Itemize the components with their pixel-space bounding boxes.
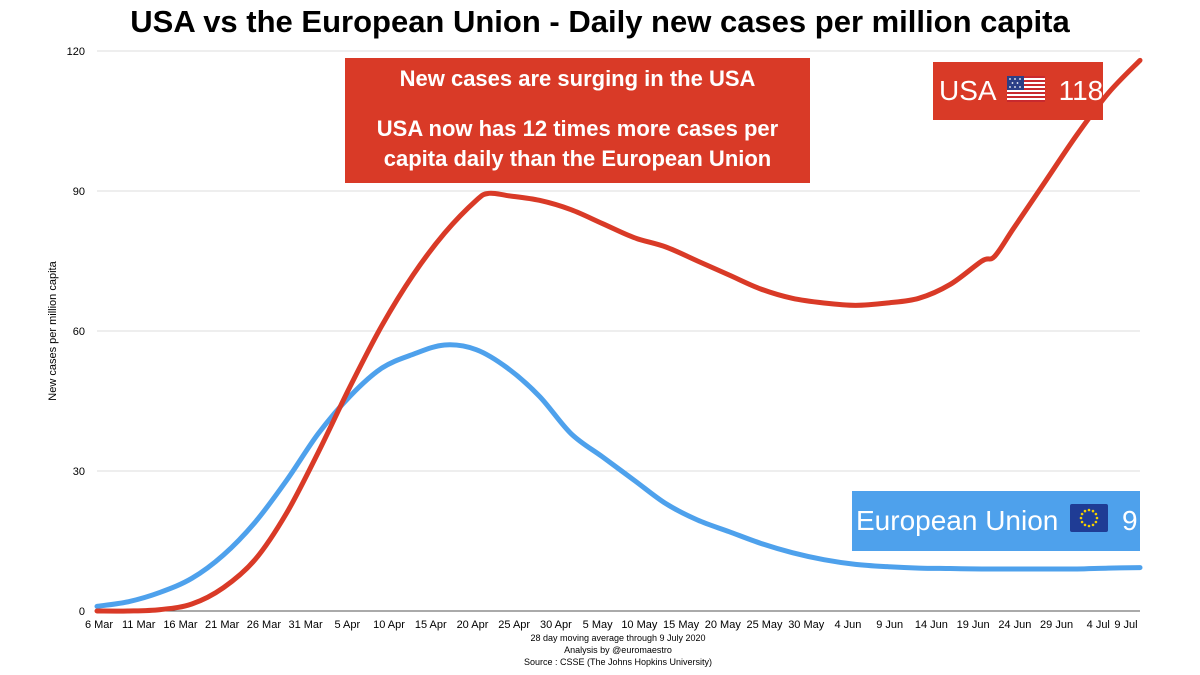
x-tick-label: 30 Apr <box>540 619 572 631</box>
x-tick-label: 4 Jun <box>834 619 861 631</box>
x-tick-labels: 6 Mar 11 Mar 16 Mar 21 Mar 26 Mar 31 Mar 5 Apr… <box>85 619 1138 631</box>
y-axis-label: New cases per million capita <box>47 260 59 400</box>
y-tick-30: 30 <box>73 466 85 478</box>
eu-flag-icon <box>1070 493 1109 553</box>
x-tick-label: 6 Mar <box>85 619 113 631</box>
eu-label-value: 9 <box>1121 505 1138 536</box>
y-tick-90: 90 <box>73 186 85 198</box>
callout-line-1: New cases are surging in the USA <box>399 66 756 91</box>
usa-label-box: USA 118 <box>933 62 1103 120</box>
us-flag-icon <box>1006 64 1045 122</box>
usa-label-name: USA <box>939 75 996 106</box>
x-tick-label: 31 Mar <box>288 619 323 631</box>
y-tick-labels: 0 30 60 90 120 <box>67 46 85 618</box>
series-line-european-union <box>94 342 1143 609</box>
callout-line-2: USA now has 12 times more cases per <box>376 116 779 141</box>
series-line-usa <box>94 57 1143 614</box>
callout-line-3: capita daily than the European Union <box>383 146 772 171</box>
x-tick-label: 9 Jul <box>1114 619 1137 631</box>
callout-box: New cases are surging in the USA USA now… <box>345 58 810 183</box>
x-tick-label: 25 Apr <box>498 619 530 631</box>
usa-label-value: 118 <box>1058 75 1104 106</box>
x-tick-label: 15 May <box>663 619 700 631</box>
x-tick-label: 20 Apr <box>457 619 489 631</box>
x-tick-label: 20 May <box>705 619 742 631</box>
x-tick-label: 5 Apr <box>334 619 360 631</box>
y-tick-0: 0 <box>79 606 85 618</box>
x-tick-label: 5 May <box>583 619 613 631</box>
x-tick-label: 24 Jun <box>998 619 1031 631</box>
x-tick-label: 10 May <box>621 619 658 631</box>
data-series <box>94 57 1143 614</box>
footnotes: 28 day moving average through 9 July 202… <box>524 633 712 667</box>
footnote-source: Source : CSSE (The Johns Hopkins Univers… <box>524 657 712 667</box>
x-tick-label: 29 Jun <box>1040 619 1073 631</box>
y-tick-120: 120 <box>67 46 85 58</box>
footnote-average: 28 day moving average through 9 July 202… <box>530 633 705 643</box>
x-tick-label: 4 Jul <box>1087 619 1110 631</box>
x-tick-label: 10 Apr <box>373 619 405 631</box>
footnote-analysis: Analysis by @euromaestro <box>564 645 672 655</box>
chart-title: USA vs the European Union - Daily new ca… <box>130 4 1070 39</box>
x-tick-label: 26 Mar <box>247 619 282 631</box>
x-tick-label: 14 Jun <box>915 619 948 631</box>
x-tick-label: 9 Jun <box>876 619 903 631</box>
y-tick-60: 60 <box>73 326 85 338</box>
x-tick-label: 25 May <box>746 619 783 631</box>
eu-label-name: European Union <box>856 505 1059 536</box>
x-tick-label: 15 Apr <box>415 619 447 631</box>
x-tick-label: 21 Mar <box>205 619 240 631</box>
x-tick-label: 19 Jun <box>957 619 990 631</box>
x-tick-label: 11 Mar <box>122 619 156 631</box>
x-tick-label: 16 Mar <box>163 619 198 631</box>
eu-label-box: European Union 9 <box>852 491 1140 551</box>
x-tick-label: 30 May <box>788 619 825 631</box>
